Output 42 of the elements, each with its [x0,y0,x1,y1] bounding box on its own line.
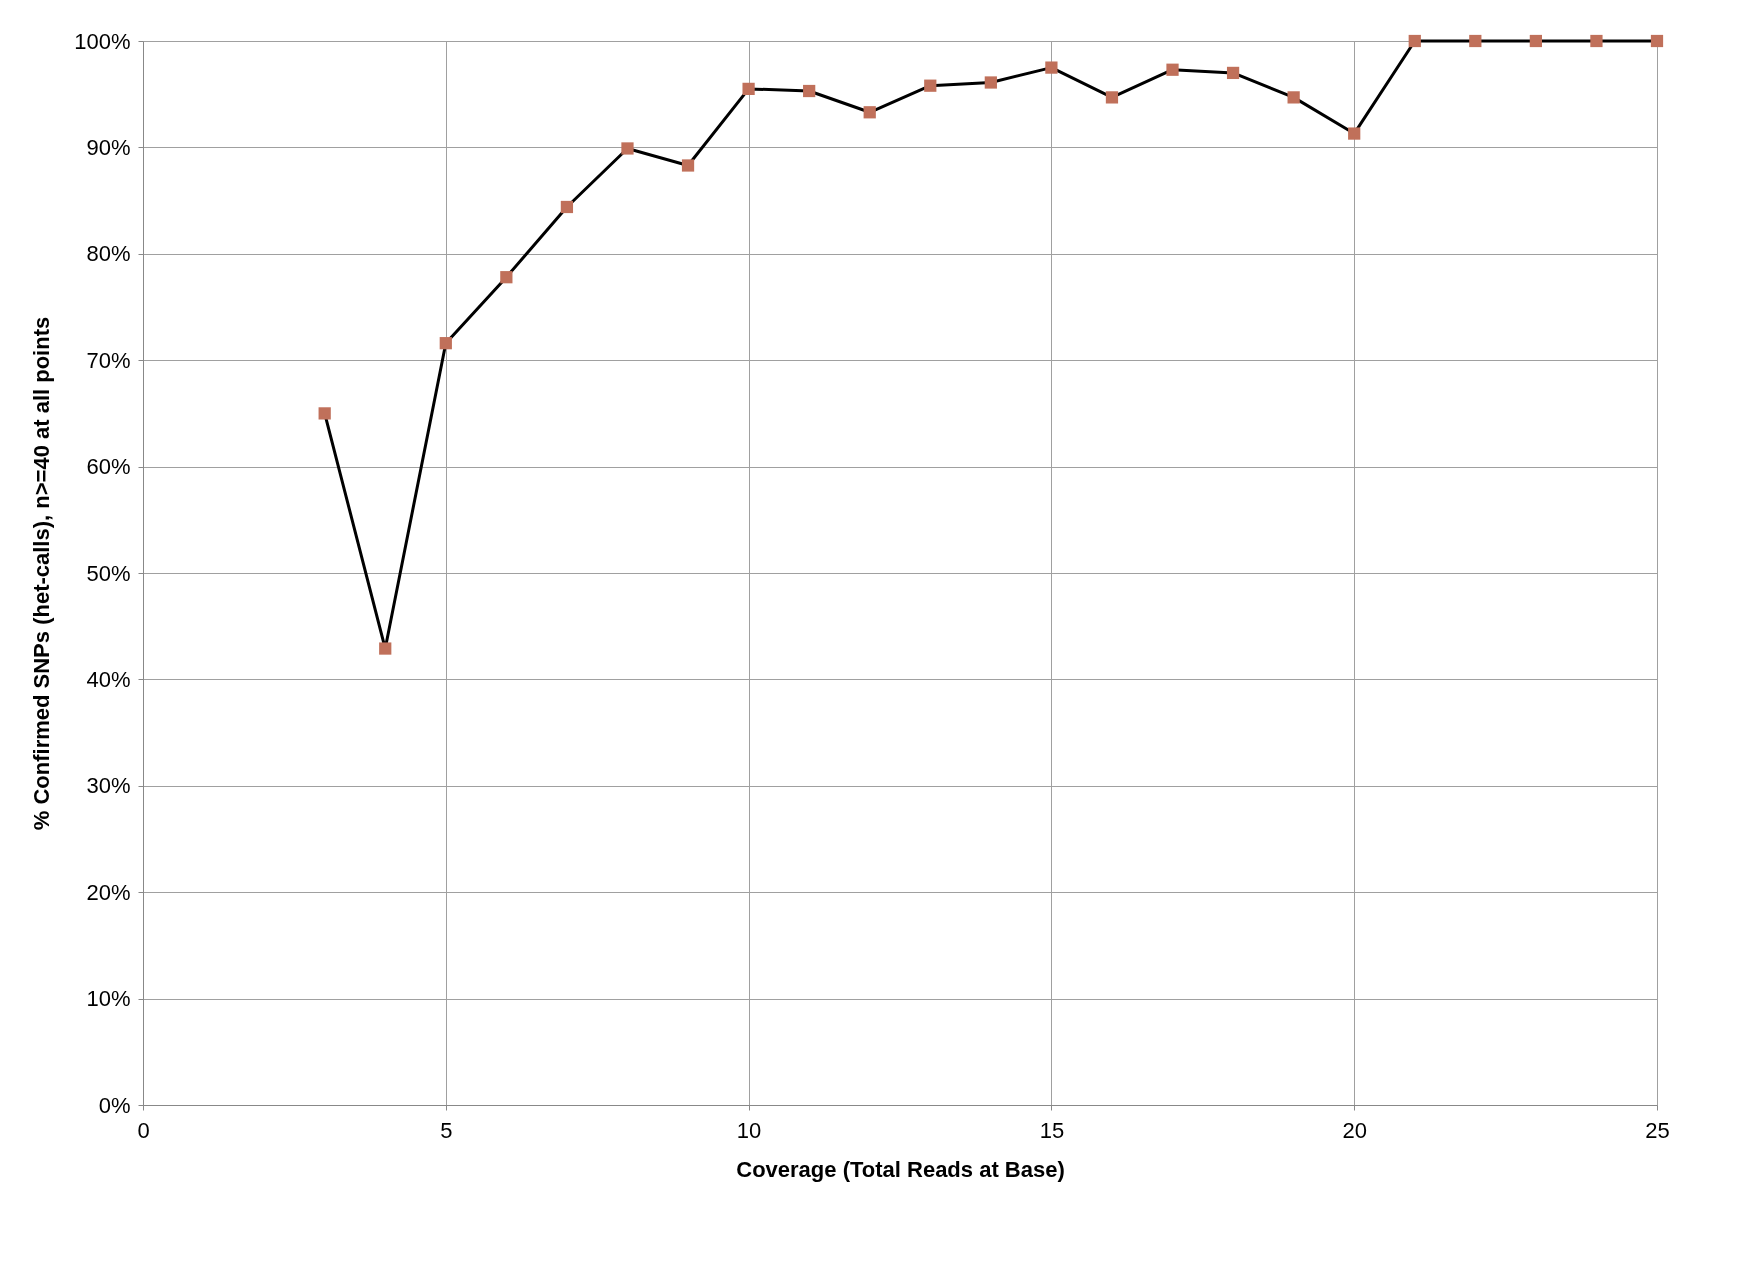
point [560,200,574,214]
point [1590,34,1603,48]
y-tick-label: 40% [86,666,131,692]
point [379,642,392,655]
point [1650,34,1664,48]
point [1348,127,1361,140]
point [439,337,452,350]
point [924,79,937,92]
point [1045,61,1058,74]
x-tick-label: 0 [137,1117,150,1143]
x-tick-label: 10 [736,1117,762,1143]
point [318,407,331,420]
point [984,76,997,89]
y-tick-label: 10% [86,986,131,1012]
y-tick-label: 60% [86,454,131,480]
x-tick-label: 25 [1645,1117,1670,1143]
y-tick-label: 50% [86,560,131,586]
x-tick-label: 15 [1039,1117,1065,1143]
point [621,142,634,155]
point [681,159,695,172]
point [1469,34,1482,48]
point [500,271,513,284]
point [863,106,876,119]
point [1287,91,1300,104]
point [1105,91,1119,104]
y-tick-label: 30% [86,773,131,799]
y-tick-label: 0% [98,1092,131,1118]
y-axis-title: % Confirmed SNPs (het-calls), n>=40 at all points [29,316,55,831]
x-tick-label: 20 [1342,1117,1367,1143]
y-tick-label: 20% [86,879,131,905]
point [1529,34,1542,48]
point [1226,66,1240,80]
point [1166,63,1179,76]
point [1408,34,1421,48]
x-axis-title: Coverage (Total Reads at Base) [736,1156,1065,1182]
y-tick-label: 80% [86,241,131,267]
y-tick-label: 70% [86,347,131,373]
y-tick-label: 90% [86,134,131,160]
x-tick-label: 5 [440,1117,453,1143]
point [742,82,755,95]
point [803,84,816,98]
y-tick-label: 100% [74,28,131,54]
